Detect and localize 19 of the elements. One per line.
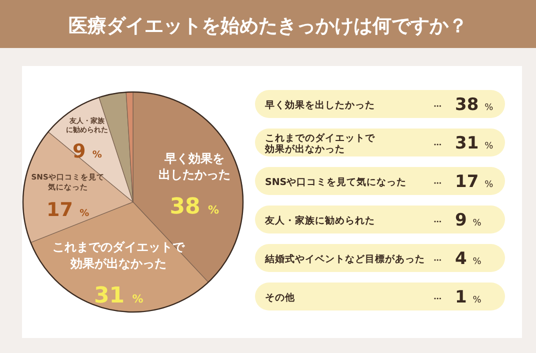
data-label: 31 % <box>94 283 144 308</box>
data-label: 17 % <box>46 198 90 221</box>
data-label: 9 % <box>72 140 102 162</box>
text: 38 % <box>455 95 494 115</box>
category-label: 早く効果を出したかった <box>264 99 375 111</box>
slice-label: これまでのダイエットで効果が出なかった <box>52 240 186 270</box>
text: 31 % <box>455 134 494 154</box>
text: 17 % <box>455 172 494 192</box>
slice-label: 早く効果を出したかった <box>158 152 230 182</box>
category-label: SNSや口コミを見て気になった <box>265 176 407 188</box>
text: 4 % <box>455 249 482 269</box>
data-label: 38 % <box>170 194 220 220</box>
category-label: その他 <box>265 292 296 304</box>
text: 9 % <box>455 210 482 230</box>
chart-title: 医療ダイエットを始めたきっかけは何ですか？ <box>68 15 468 37</box>
category-label: 結婚式やイベントなど目標があった <box>264 253 425 265</box>
category-label: これまでのダイエットで効果が出なかった <box>264 132 376 155</box>
text: 1 % <box>455 288 482 308</box>
category-label: 友人・家族に勧められた <box>264 214 375 226</box>
